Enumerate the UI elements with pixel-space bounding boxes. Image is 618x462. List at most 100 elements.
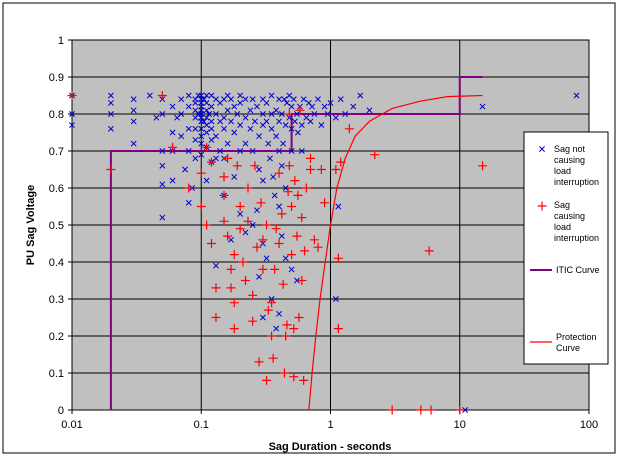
point-not-causing [169,103,176,110]
point-causing [206,157,216,167]
y-tick-label: 0.2 [49,331,64,343]
point-causing [424,246,434,256]
point-not-causing [265,140,272,147]
point-causing [268,353,278,363]
point-causing [202,220,212,230]
point-not-causing [159,181,166,188]
y-tick-label: 0.8 [49,109,64,121]
point-causing [305,165,315,174]
point-not-causing [242,140,249,147]
point-not-causing [231,173,238,180]
point-not-causing [290,96,297,103]
legend-label: Sag not [554,144,586,154]
point-causing [232,161,242,171]
point-causing [262,375,272,385]
point-not-causing [231,129,238,136]
point-not-causing [198,151,205,158]
point-not-causing [237,92,244,99]
point-causing [196,202,206,211]
point-not-causing [107,125,114,132]
point-not-causing [318,122,325,129]
point-not-causing [271,192,278,199]
point-not-causing [169,129,176,136]
point-not-causing [249,222,256,228]
point-causing [267,331,277,341]
point-not-causing [203,99,210,106]
point-not-causing [280,140,287,147]
point-not-causing [203,122,210,129]
point-causing [226,264,236,274]
x-tick-label: 0.01 [61,419,82,431]
point-causing [294,313,304,322]
point-causing [297,213,307,223]
point-not-causing [309,103,316,110]
point-causing [282,320,292,330]
legend-label: interruption [554,177,599,187]
point-causing [370,150,380,160]
point-causing [219,190,229,200]
point-not-causing [234,111,241,117]
point-not-causing [268,125,275,132]
point-not-causing [263,118,270,125]
point-causing [297,276,307,285]
point-causing [67,91,77,100]
point-causing [333,253,343,263]
point-not-causing [107,111,114,117]
point-causing [309,235,319,245]
x-tick-label: 10 [454,419,466,431]
legend-label: load [554,166,571,176]
point-not-causing [293,111,300,117]
point-not-causing [288,103,295,110]
point-causing [290,176,300,186]
point-causing [284,161,294,171]
point-causing [243,183,253,193]
point-not-causing [278,233,285,240]
point-causing [300,246,310,256]
point-not-causing [224,140,231,147]
point-not-causing [203,114,210,121]
point-not-causing [276,310,283,317]
point-not-causing [337,96,344,103]
point-not-causing [282,122,289,129]
point-not-causing [242,114,249,121]
point-not-causing [201,96,207,103]
point-not-causing [203,92,210,99]
point-not-causing [293,277,300,284]
legend-label: Curve [556,343,580,353]
point-causing [274,168,284,178]
point-causing [229,250,239,260]
point-not-causing [283,99,290,106]
point-causing [278,279,288,289]
point-not-causing [324,111,331,117]
point-not-causing [278,162,285,169]
point-causing [281,331,291,341]
point-not-causing [276,203,283,210]
point-not-causing [300,96,307,103]
point-causing [202,142,212,152]
point-not-causing [213,133,219,140]
point-not-causing [270,173,277,180]
protection-curve-line [308,94,483,411]
point-causing [206,239,216,248]
point-not-causing [231,103,238,110]
legend-marker-not-causing [539,146,545,152]
point-not-causing [208,125,215,132]
point-not-causing [282,255,289,262]
x-axis-label: Sag Duration - seconds [269,441,392,453]
point-not-causing [169,177,176,184]
point-causing [258,235,268,245]
point-not-causing [332,114,339,121]
point-not-causing [573,92,580,99]
point-not-causing [357,92,364,99]
point-not-causing [288,125,295,132]
point-not-causing [159,162,166,169]
point-not-causing [251,118,258,125]
point-not-causing [198,125,205,132]
point-not-causing [237,210,244,217]
y-tick-label: 0.1 [49,368,64,380]
legend-box [523,131,609,365]
point-causing [295,105,305,115]
point-causing [287,250,297,260]
y-tick-label: 0.9 [49,72,64,84]
